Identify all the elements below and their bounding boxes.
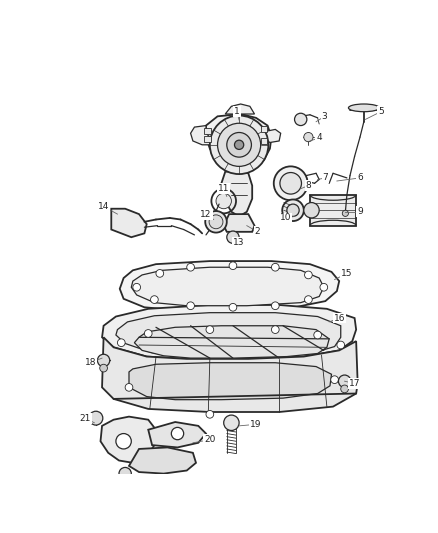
Circle shape [206,410,214,418]
Polygon shape [129,363,332,400]
Circle shape [320,284,328,291]
Text: 18: 18 [85,358,96,367]
Text: 19: 19 [250,420,262,429]
Text: 1: 1 [234,107,240,116]
Text: 9: 9 [357,207,363,216]
Text: 15: 15 [341,269,353,278]
Polygon shape [225,104,254,114]
Circle shape [187,302,194,310]
Circle shape [342,210,349,216]
Polygon shape [100,417,156,463]
Polygon shape [148,422,206,447]
Polygon shape [120,261,339,310]
Polygon shape [111,209,147,237]
Text: 21: 21 [79,414,91,423]
Circle shape [294,113,307,126]
Circle shape [339,375,351,387]
Circle shape [304,203,319,218]
Circle shape [151,296,158,303]
Circle shape [227,133,251,157]
Circle shape [210,116,268,174]
Circle shape [117,339,125,346]
Polygon shape [310,195,356,225]
Polygon shape [221,170,252,216]
Text: 16: 16 [333,313,345,322]
Text: 13: 13 [233,238,245,247]
Text: 12: 12 [200,209,212,219]
Circle shape [234,140,244,149]
Polygon shape [191,126,210,145]
Circle shape [224,415,239,431]
Polygon shape [102,337,358,412]
Circle shape [125,384,133,391]
Circle shape [227,231,239,244]
Circle shape [280,173,301,194]
Circle shape [97,354,110,367]
Ellipse shape [349,104,379,112]
Circle shape [282,199,304,221]
Circle shape [314,331,321,339]
FancyBboxPatch shape [261,138,267,144]
Polygon shape [102,305,356,359]
Circle shape [337,341,345,349]
Circle shape [156,270,164,277]
Polygon shape [129,447,196,474]
Text: 10: 10 [279,213,291,222]
Circle shape [218,123,261,166]
Circle shape [205,211,227,232]
Circle shape [341,385,349,393]
Polygon shape [131,267,324,306]
FancyBboxPatch shape [261,126,267,133]
Text: 17: 17 [349,379,360,388]
Circle shape [206,326,214,334]
Text: 4: 4 [316,133,322,142]
Polygon shape [116,313,341,355]
Polygon shape [264,130,281,142]
Circle shape [171,427,184,440]
Text: 11: 11 [218,184,230,193]
Circle shape [209,215,223,229]
Circle shape [119,467,131,480]
Circle shape [100,364,107,372]
FancyBboxPatch shape [205,135,211,142]
Circle shape [229,262,237,270]
Text: 20: 20 [204,435,215,444]
Circle shape [304,133,313,142]
Text: 2: 2 [255,227,261,236]
Circle shape [304,296,312,303]
Polygon shape [206,114,272,170]
Text: 14: 14 [98,202,109,211]
FancyBboxPatch shape [205,128,211,134]
Polygon shape [134,326,329,358]
Circle shape [187,263,194,271]
Circle shape [274,166,307,200]
Circle shape [145,329,152,337]
Circle shape [133,284,141,291]
Text: 8: 8 [306,181,311,190]
Circle shape [304,271,312,279]
Circle shape [272,326,279,334]
Circle shape [272,302,279,310]
Text: 7: 7 [322,173,328,182]
Circle shape [272,263,279,271]
Circle shape [116,433,131,449]
Text: 5: 5 [378,107,384,116]
Text: 3: 3 [321,112,328,121]
Circle shape [287,204,299,216]
Polygon shape [224,214,254,232]
Circle shape [89,411,103,425]
Circle shape [331,376,339,384]
Circle shape [229,303,237,311]
Circle shape [216,193,231,209]
Text: 6: 6 [357,173,363,182]
